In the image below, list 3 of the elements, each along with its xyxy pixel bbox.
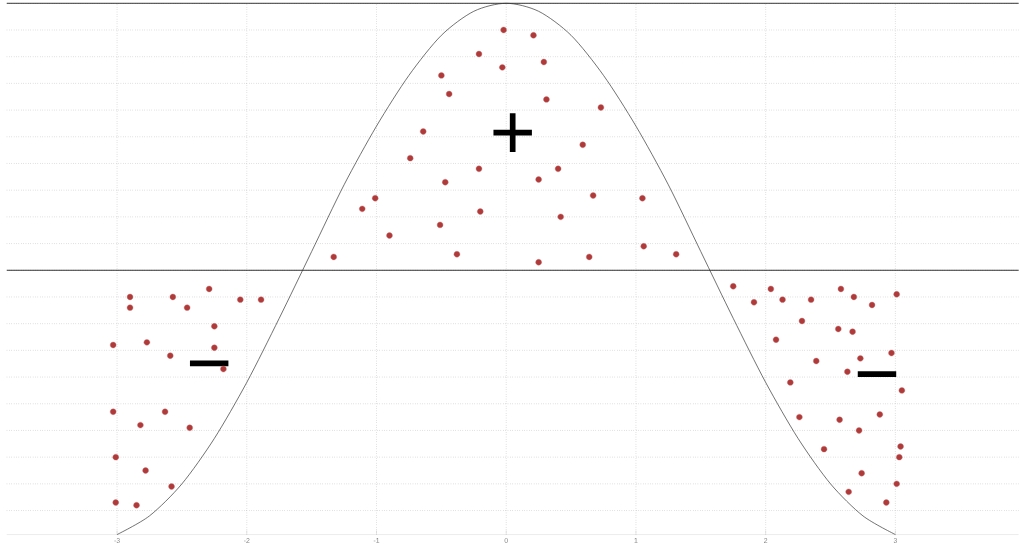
annotation: − [857, 371, 897, 377]
annotation: + [493, 113, 532, 152]
annotation: − [189, 360, 229, 367]
